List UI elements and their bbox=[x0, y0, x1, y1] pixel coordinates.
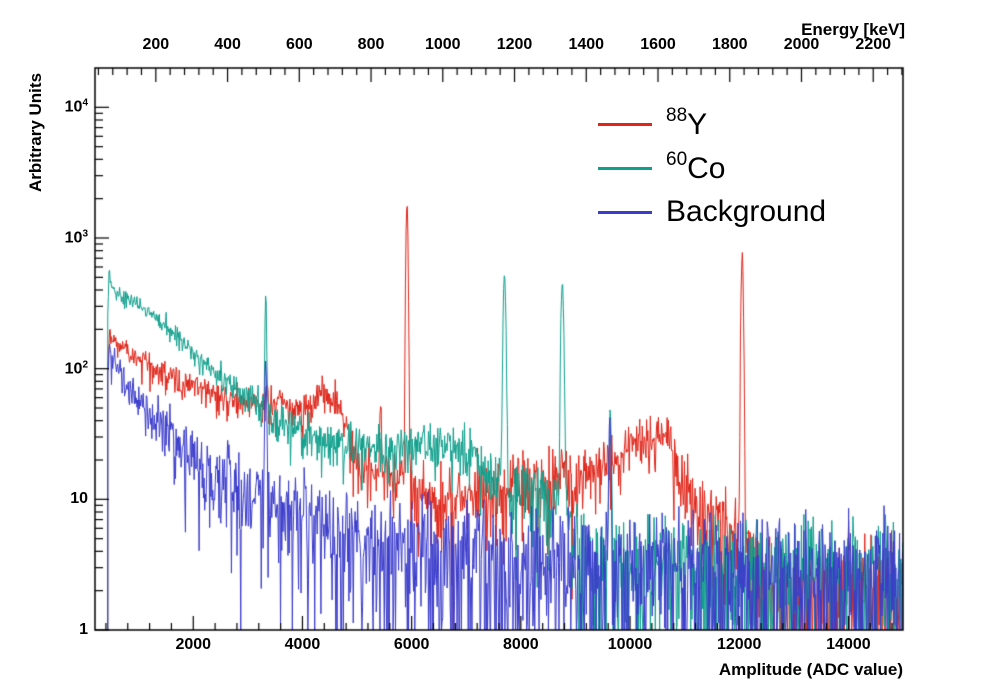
legend: 88Y 60Co Background bbox=[598, 102, 826, 234]
legend-item-Co60: 60Co bbox=[598, 146, 826, 190]
legend-label: Background bbox=[666, 195, 827, 228]
legend-line-swatch bbox=[598, 122, 652, 126]
legend-item-Background: Background bbox=[598, 190, 826, 234]
legend-label: 60Co bbox=[666, 149, 726, 185]
legend-line-swatch bbox=[598, 166, 652, 170]
x-axis-title: Amplitude (ADC value) bbox=[718, 660, 903, 679]
legend-item-Y88: 88Y bbox=[598, 102, 826, 146]
top-axis-title: Energy [keV] bbox=[801, 20, 905, 39]
legend-label: 88Y bbox=[666, 105, 708, 141]
y-axis-title: Arbitrary Units bbox=[26, 72, 45, 192]
legend-line-swatch bbox=[598, 210, 652, 214]
